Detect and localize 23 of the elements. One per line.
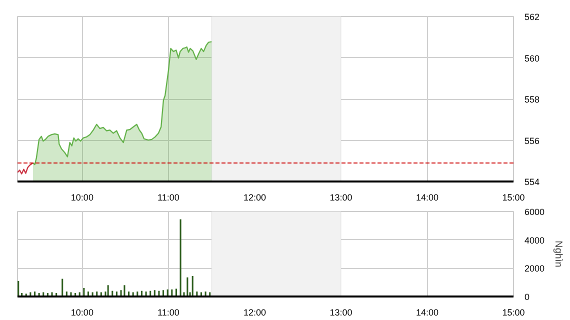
x-tick-label: 10:00 [70, 192, 94, 202]
line-series [18, 162, 34, 174]
y-tick-label: 4000 [524, 235, 545, 246]
x-tick-label: 15:00 [502, 192, 525, 202]
y-axis-title: Nghìn [552, 240, 564, 268]
y-tick-label: 554 [524, 177, 540, 187]
y-tick-label: 6000 [524, 207, 545, 217]
x-tick-label: 11:00 [158, 192, 180, 202]
x-tick-label: 10:00 [70, 308, 94, 318]
y-tick-label: 0 [524, 292, 530, 302]
x-tick-label: 12:00 [243, 308, 266, 318]
x-tick-label: 14:00 [416, 308, 439, 318]
x-tick-label: 12:00 [243, 192, 266, 202]
x-tick-label: 11:00 [158, 308, 180, 318]
y-tick-label: 562 [524, 12, 540, 22]
x-tick-label: 13:00 [330, 308, 352, 318]
x-tick-label: 15:00 [502, 308, 525, 318]
x-tick-label: 14:00 [416, 192, 439, 202]
y-tick-label: 558 [524, 94, 540, 104]
y-tick-label: 556 [524, 136, 540, 146]
y-tick-label: 560 [524, 53, 540, 64]
y-tick-label: 2000 [524, 264, 545, 274]
x-tick-label: 13:00 [330, 192, 352, 202]
